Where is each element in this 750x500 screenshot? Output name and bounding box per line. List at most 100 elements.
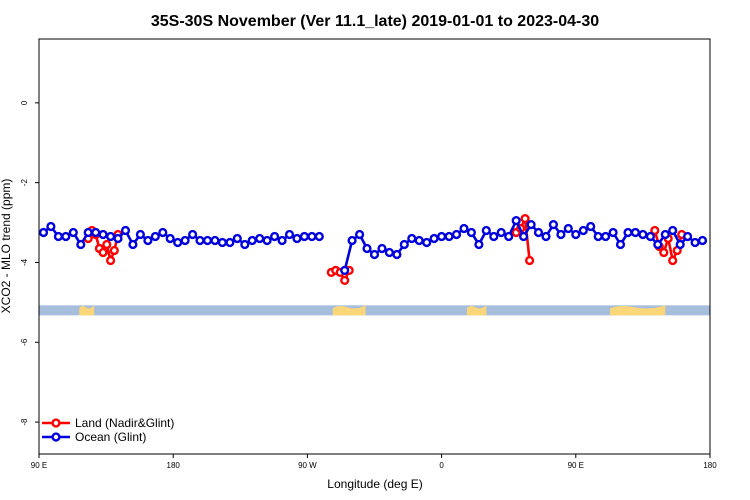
plot-frame — [38, 38, 711, 455]
data-point — [240, 239, 250, 250]
data-point — [46, 221, 56, 232]
legend-label: Land (Nadir&Glint) — [75, 416, 174, 430]
data-point — [262, 235, 272, 246]
data-point — [615, 239, 626, 250]
data-point — [630, 227, 641, 238]
data-point — [61, 231, 71, 242]
x-axis-label: Longitude (deg E) — [327, 477, 422, 491]
data-point — [38, 227, 49, 238]
data-point — [217, 237, 228, 248]
data-point — [541, 231, 551, 242]
data-point — [158, 227, 168, 238]
legend: Land (Nadir&Glint)Ocean (Glint) — [42, 416, 174, 444]
y-axis-label: XCO2 - MLO trend (ppm) — [0, 179, 13, 314]
data-point — [340, 265, 350, 276]
data-point — [474, 239, 484, 250]
data-point — [392, 249, 402, 260]
data-point — [255, 233, 265, 244]
data-point — [83, 227, 93, 238]
ocean-bar — [39, 305, 710, 316]
land-segment — [332, 305, 366, 316]
data-point — [571, 229, 581, 240]
legend-marker — [51, 432, 61, 442]
series-ocean — [38, 216, 708, 276]
chart-title: 35S-30S November (Ver 11.1_late) 2019-01… — [151, 13, 599, 30]
y-tick-label: -2 — [20, 179, 29, 187]
y-tick-label: -8 — [20, 418, 29, 426]
data-point — [682, 231, 693, 242]
x-tick-label: 90 E — [568, 461, 584, 470]
data-point — [369, 249, 380, 260]
data-point — [556, 229, 566, 240]
x-tick-label: 90 E — [31, 461, 47, 470]
data-point — [284, 229, 295, 240]
data-point — [429, 233, 439, 244]
data-point — [292, 233, 302, 244]
data-point — [608, 227, 618, 238]
data-point — [399, 239, 409, 250]
data-point — [210, 235, 220, 246]
data-point — [109, 245, 119, 256]
data-point — [105, 231, 116, 242]
axes: 90 E 180 90 W 0 90 E 180 0 -2 -4 -6 -8 — [20, 100, 717, 470]
land-ocean-bar — [39, 305, 710, 316]
data-point — [105, 255, 116, 266]
data-point — [407, 233, 417, 244]
data-point — [299, 231, 310, 242]
data-point — [481, 225, 491, 236]
data-point — [650, 225, 660, 236]
data-point — [593, 231, 603, 242]
data-point — [496, 227, 506, 238]
data-point — [307, 231, 317, 242]
data-point — [459, 223, 469, 234]
x-tick-label: 0 — [439, 461, 444, 470]
data-point — [668, 255, 678, 266]
data-point — [277, 235, 287, 246]
legend-label: Ocean (Glint) — [75, 430, 146, 444]
data-point — [511, 216, 521, 226]
data-point — [504, 231, 514, 242]
data-point — [150, 231, 160, 242]
series-layer — [38, 214, 708, 286]
data-point — [466, 227, 477, 238]
data-point — [533, 227, 544, 238]
data-point — [53, 231, 64, 242]
data-point — [414, 235, 424, 246]
data-point — [195, 235, 205, 246]
y-tick-label: -6 — [20, 338, 29, 346]
data-point — [188, 229, 198, 240]
x-tick-label: 180 — [703, 461, 717, 470]
data-point — [232, 233, 242, 244]
data-point — [225, 237, 235, 248]
data-point — [98, 247, 108, 258]
data-point — [180, 235, 190, 246]
land-segment — [79, 305, 95, 316]
data-point — [659, 247, 669, 258]
data-point — [578, 225, 588, 236]
data-point — [355, 229, 365, 240]
data-point — [653, 239, 663, 250]
data-point — [645, 231, 656, 242]
data-point — [270, 231, 280, 242]
data-point — [120, 225, 131, 236]
data-point — [548, 220, 559, 230]
data-point — [444, 231, 454, 242]
data-point — [128, 239, 138, 250]
legend-marker — [51, 418, 61, 428]
data-point — [518, 231, 529, 242]
data-point — [143, 235, 153, 246]
data-point — [675, 239, 685, 250]
data-point — [668, 225, 678, 236]
data-point — [377, 243, 387, 254]
x-tick-label: 90 W — [298, 461, 317, 470]
data-point — [102, 239, 112, 250]
data-point — [520, 214, 530, 224]
data-point — [98, 229, 108, 240]
data-point — [247, 235, 257, 246]
data-point — [563, 223, 573, 234]
data-point — [437, 231, 447, 242]
data-point — [623, 227, 633, 238]
data-point — [586, 221, 596, 232]
y-tick-label: -4 — [20, 258, 29, 266]
